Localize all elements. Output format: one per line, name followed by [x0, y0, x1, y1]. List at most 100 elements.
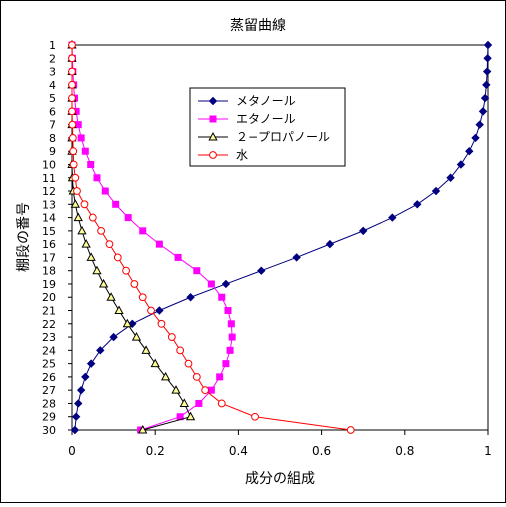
data-point: [431, 186, 441, 196]
data-point: [358, 226, 368, 236]
data-point: [68, 80, 76, 89]
data-point: [192, 372, 201, 381]
y-tick-label: 14: [42, 212, 56, 225]
data-point: [70, 199, 80, 208]
data-point: [73, 187, 81, 195]
y-tick-label: 10: [42, 158, 56, 171]
data-point: [160, 371, 171, 381]
y-tick-label: 18: [42, 265, 56, 278]
data-point: [155, 306, 164, 315]
data-point: [122, 318, 132, 328]
legend-marker: [208, 131, 218, 141]
data-point: [471, 133, 480, 143]
data-point: [465, 146, 474, 156]
y-tick-label: 19: [42, 278, 56, 291]
y-tick-label: 8: [49, 132, 56, 145]
data-point: [185, 411, 196, 421]
data-point: [86, 252, 96, 261]
y-tick-label: 12: [42, 185, 56, 198]
data-point: [76, 385, 86, 395]
data-point: [138, 293, 147, 302]
data-point: [86, 359, 96, 368]
data-point: [251, 412, 259, 421]
legend-marker: [209, 115, 217, 123]
x-tick-label: 0.2: [146, 444, 165, 458]
x-tick-label: 0.8: [395, 444, 414, 458]
y-tick-label: 21: [42, 305, 56, 318]
data-point: [98, 278, 109, 288]
data-point: [131, 332, 142, 341]
data-point: [201, 386, 210, 395]
x-axis-label: 成分の組成: [245, 471, 315, 487]
data-point: [81, 147, 89, 155]
data-point: [193, 267, 201, 275]
data-point: [138, 424, 148, 434]
series-1: [70, 40, 493, 435]
data-point: [195, 399, 203, 407]
data-point: [207, 280, 215, 288]
y-tick-label: 23: [42, 331, 56, 344]
data-point: [388, 213, 397, 222]
data-point: [71, 173, 80, 182]
data-point: [292, 253, 301, 262]
data-point: [73, 212, 83, 222]
data-point: [112, 200, 120, 208]
data-point: [257, 266, 266, 275]
y-tick-label: 20: [42, 291, 56, 304]
data-point: [114, 305, 124, 315]
data-point: [69, 147, 78, 156]
data-point: [482, 67, 492, 76]
y-axis-label: 棚段の番号: [16, 202, 32, 272]
data-point: [92, 265, 102, 275]
data-point: [139, 227, 147, 235]
data-point: [413, 200, 422, 209]
data-point: [482, 80, 491, 90]
data-point: [77, 134, 85, 142]
data-point: [221, 279, 231, 289]
data-point: [475, 120, 484, 129]
data-point: [176, 346, 185, 355]
legend-label: ２−プロパノール: [236, 130, 330, 144]
y-tick-label: 1: [49, 39, 56, 52]
data-point: [446, 173, 455, 182]
data-point: [480, 93, 490, 103]
legend-marker: [209, 151, 217, 159]
y-tick-label: 17: [42, 251, 56, 264]
data-point: [68, 67, 76, 76]
y-tick-label: 27: [42, 384, 56, 397]
data-point: [483, 54, 492, 63]
data-point: [70, 425, 80, 435]
data-point: [68, 134, 77, 142]
y-tick-label: 24: [42, 344, 56, 357]
data-point: [346, 426, 355, 434]
legend-marker: [208, 96, 218, 106]
y-tick-label: 4: [49, 79, 56, 92]
data-point: [69, 160, 78, 169]
x-tick-label: 0.6: [312, 444, 331, 458]
data-point: [186, 293, 195, 302]
data-point: [93, 174, 101, 182]
y-tick-label: 5: [49, 92, 56, 105]
data-point: [157, 319, 166, 328]
data-point: [97, 226, 106, 235]
data-point: [228, 333, 236, 341]
data-point: [224, 307, 232, 315]
y-tick-label: 11: [42, 172, 56, 185]
chart-title: 蒸留曲線: [230, 18, 286, 34]
data-point: [71, 412, 81, 421]
legend-label: エタノール: [236, 112, 296, 126]
data-point: [150, 358, 160, 368]
data-point: [147, 306, 155, 315]
data-point: [68, 41, 76, 49]
data-point: [216, 373, 224, 381]
x-tick-label: 0: [68, 444, 76, 458]
data-point: [101, 187, 109, 195]
y-tick-label: 22: [42, 318, 56, 331]
data-point: [77, 225, 87, 235]
data-point: [80, 200, 89, 209]
y-tick-label: 30: [42, 424, 56, 437]
data-point: [456, 160, 466, 169]
data-point: [87, 160, 95, 168]
